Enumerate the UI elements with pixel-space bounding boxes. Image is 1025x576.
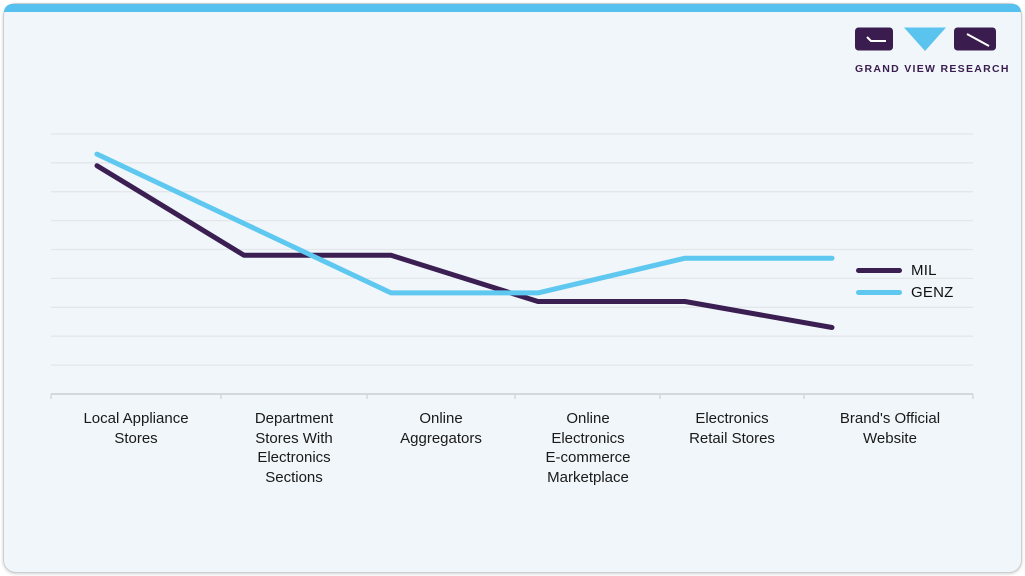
legend-item-genz: GENZ [856, 281, 953, 303]
legend: MIL GENZ [856, 259, 953, 303]
chart-card [3, 3, 1022, 573]
mil-line-swatch-icon [856, 267, 902, 273]
x-axis-label-online-marketplace: Online Electronics E-commerce Marketplac… [545, 410, 631, 486]
top-accent-bar [4, 4, 1021, 12]
legend-label-mil: MIL [911, 261, 937, 279]
x-axis-label-electronics-retail: Electronics Retail Stores [689, 410, 775, 447]
x-axis-label-department-stores: Department Stores With Electronics Secti… [254, 410, 334, 486]
legend-item-mil: MIL [856, 259, 953, 281]
logo-wordmark: GRAND VIEW RESEARCH [855, 63, 1010, 75]
gvr-logo-icon [855, 27, 996, 51]
grand-view-research-logo: GRAND VIEW RESEARCH [855, 27, 1010, 75]
genz-line-swatch-icon [856, 289, 902, 295]
x-axis-label-online-aggregators: Online Aggregators [400, 410, 482, 447]
legend-label-genz: GENZ [911, 283, 954, 301]
x-axis-label-local-appliance: Local Appliance Stores [83, 410, 189, 447]
x-axis-label-brands-website: Brand's Official Website [839, 410, 941, 447]
